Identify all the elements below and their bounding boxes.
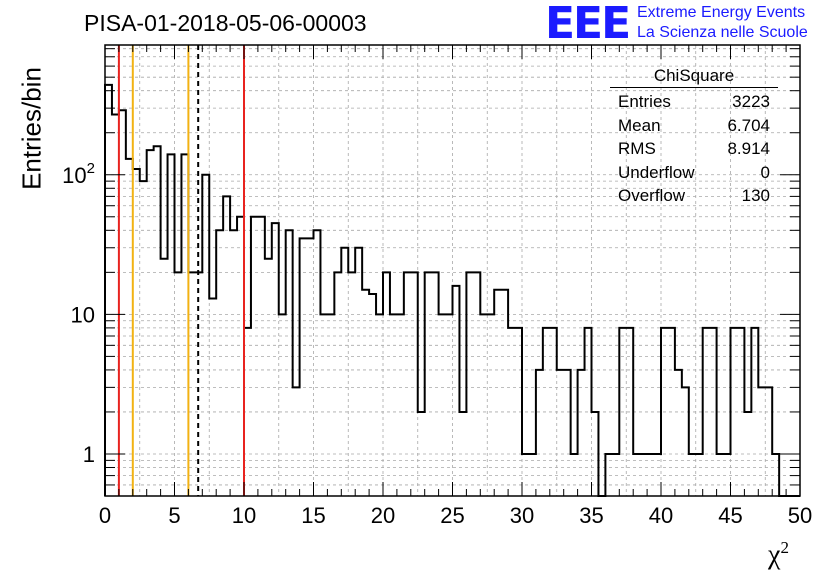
x-axis-label-text: χ [768,539,781,571]
stats-row: Overflow 130 [610,184,778,208]
x-tick-label: 10 [232,503,256,528]
histogram [104,83,800,497]
x-tick-label: 50 [788,503,812,528]
x-tick-label: 40 [649,503,673,528]
stats-box: ChiSquare Entries 3223 Mean 6.704 RMS 8.… [610,66,778,208]
y-tick-labels: 1 10 102 [62,160,95,467]
y-tick-label: 1 [83,442,95,467]
histogram-outline [104,83,800,497]
x-tick-label: 0 [99,503,111,528]
stats-row: Mean 6.704 [610,114,778,138]
eee-logo: EEE [545,0,631,49]
logo-line-2: La Scienza nelle Scuole [637,24,808,41]
x-tick-label: 30 [510,503,534,528]
y-axis-label: Entries/bin [16,67,47,190]
x-tick-label: 5 [168,503,180,528]
y-tick-label: 10 [71,302,95,327]
stats-label: RMS [618,139,656,158]
x-tick-label: 35 [579,503,603,528]
y-tick-label: 102 [62,160,95,188]
stats-label: Mean [618,115,661,135]
stats-row: Underflow 0 [610,161,778,185]
axis-ticks [104,45,801,496]
stats-value: 130 [741,186,770,205]
eee-logo-mark: EEE [545,0,631,49]
reference-lines [117,45,245,496]
x-tick-label: 15 [301,503,325,528]
stats-value: 3223 [732,92,770,111]
x-axis-label: χ2 [768,538,789,571]
x-tick-label: 25 [440,503,464,528]
x-axis-label-sup: 2 [780,538,789,557]
stats-title: ChiSquare [610,66,778,88]
x-tick-labels: 0 5 10 15 20 25 30 35 40 45 50 [99,503,812,528]
x-tick-label: 20 [371,503,395,528]
logo-line-1: Extreme Energy Events [637,4,806,21]
chart-title: PISA-01-2018-05-06-00003 [84,10,367,36]
stats-value: 6.704 [727,115,770,135]
stats-row: Entries 3223 [610,90,778,114]
stats-label: Overflow [618,186,686,205]
stats-label: Underflow [618,162,695,182]
x-tick-label: 45 [718,503,742,528]
stats-row: RMS 8.914 [610,137,778,161]
stats-label: Entries [618,92,671,111]
stats-value: 8.914 [727,139,770,158]
stats-value: 0 [760,162,770,182]
